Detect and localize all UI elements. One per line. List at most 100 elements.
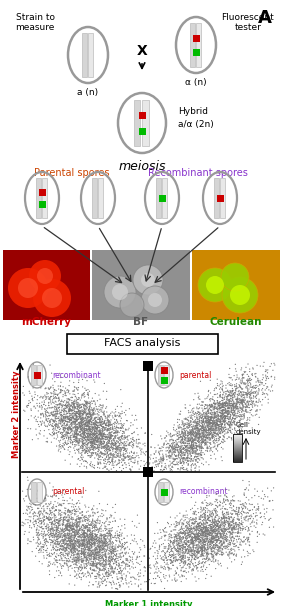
Point [194,452,199,462]
Point [227,518,231,527]
Point [103,550,108,559]
Point [54,525,59,534]
Point [89,539,94,548]
Point [203,513,208,523]
Point [84,421,89,431]
Point [81,533,85,542]
Point [91,538,96,548]
Point [64,412,68,422]
Point [235,403,239,413]
Point [199,523,203,533]
Point [199,551,203,561]
Point [99,530,104,539]
Point [74,549,79,559]
Point [187,441,191,450]
Point [114,536,119,546]
Point [59,415,64,424]
Point [204,522,209,531]
Point [165,446,170,456]
Point [87,438,91,447]
Point [209,402,213,411]
Point [101,431,105,441]
Point [110,540,115,550]
Point [271,496,275,505]
Point [89,550,94,559]
Point [82,547,86,557]
Point [186,449,190,459]
Point [85,444,89,454]
Point [215,413,220,423]
Point [143,438,147,448]
Point [172,533,177,542]
Point [72,440,77,450]
Point [120,548,124,558]
Point [78,430,82,440]
Point [95,525,99,534]
Point [45,514,50,524]
Point [72,544,76,554]
Point [214,415,219,424]
Point [219,411,223,421]
Point [194,421,199,430]
Point [241,390,246,399]
Point [74,527,79,537]
Point [220,520,224,530]
Point [65,430,69,440]
Point [196,541,201,551]
Point [62,405,67,415]
Point [199,525,203,534]
Point [113,411,117,421]
Point [102,430,106,439]
Point [189,547,194,556]
Point [101,430,106,439]
Point [240,371,245,381]
Text: recombinant: recombinant [179,487,228,496]
Point [240,557,245,567]
Point [99,448,103,458]
Point [119,438,124,447]
Point [76,550,81,559]
Point [49,524,53,534]
Point [212,384,217,394]
Point [72,528,77,538]
Point [205,421,210,430]
Point [235,418,239,428]
Point [177,559,182,568]
Point [226,390,231,399]
Point [69,426,74,436]
Point [108,423,113,433]
Point [110,455,114,465]
Point [194,431,199,441]
Point [196,454,201,464]
Point [99,521,104,530]
Point [131,453,136,463]
Point [102,445,107,455]
Point [104,451,109,461]
Point [184,539,188,549]
Point [243,552,247,562]
Point [227,408,231,418]
Point [262,358,266,367]
Point [54,505,58,515]
Point [92,554,97,564]
Point [74,515,78,525]
Point [247,514,251,524]
Point [199,427,204,437]
Point [163,462,168,472]
Point [76,438,80,448]
Point [243,534,248,544]
Point [196,536,200,546]
Point [110,546,115,556]
Point [238,539,242,549]
Point [233,403,237,413]
Point [206,417,211,427]
Point [48,525,53,535]
Point [199,543,203,553]
Point [229,406,234,416]
Point [195,522,200,531]
Point [222,522,227,531]
Point [219,516,223,525]
Point [197,556,202,566]
Point [177,422,181,432]
Point [73,531,78,541]
